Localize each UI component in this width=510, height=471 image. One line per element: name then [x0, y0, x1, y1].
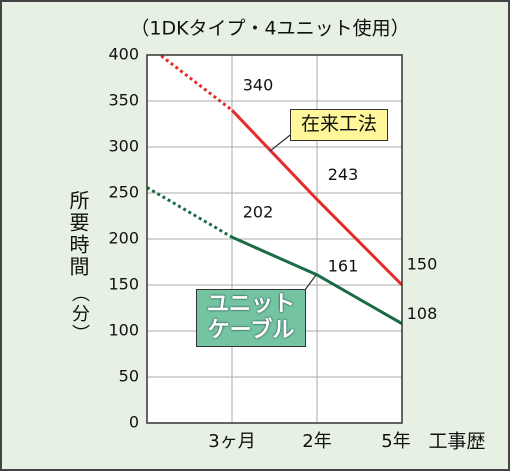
data-label: 202	[243, 203, 274, 222]
series-line-dotted	[147, 186, 233, 239]
y-tick-label: 400	[108, 45, 139, 64]
data-label: 243	[328, 165, 359, 184]
y-axis-label: 所要時間	[66, 190, 90, 278]
plot-border	[146, 54, 403, 424]
data-label: 161	[328, 256, 359, 275]
x-tick-label: 3ヶ月	[208, 431, 255, 452]
y-tick-label: 50	[119, 367, 139, 386]
data-label: 340	[243, 76, 274, 95]
y-tick-label: 200	[108, 229, 139, 248]
y-tick-label: 150	[108, 275, 139, 294]
y-tick-label: 300	[108, 137, 139, 156]
y-axis-unit: （分）	[69, 284, 90, 344]
x-tick-label: 2年	[302, 431, 331, 452]
y-tick-label: 350	[108, 91, 139, 110]
data-label: 150	[407, 255, 438, 274]
y-tick-label: 250	[108, 183, 139, 202]
y-tick-label: 0	[129, 413, 139, 432]
series-line	[230, 109, 402, 287]
chart-title: （1DKタイプ・4ユニット使用）	[130, 18, 409, 40]
legend-label: 在来工法	[290, 109, 388, 141]
series-line	[231, 235, 402, 325]
legend-label: ユニットケーブル	[196, 289, 306, 347]
data-label: 108	[407, 304, 438, 323]
x-axis-label: 工事歴	[428, 431, 485, 453]
x-tick-label: 5年	[381, 431, 410, 452]
y-tick-label: 100	[108, 321, 139, 340]
